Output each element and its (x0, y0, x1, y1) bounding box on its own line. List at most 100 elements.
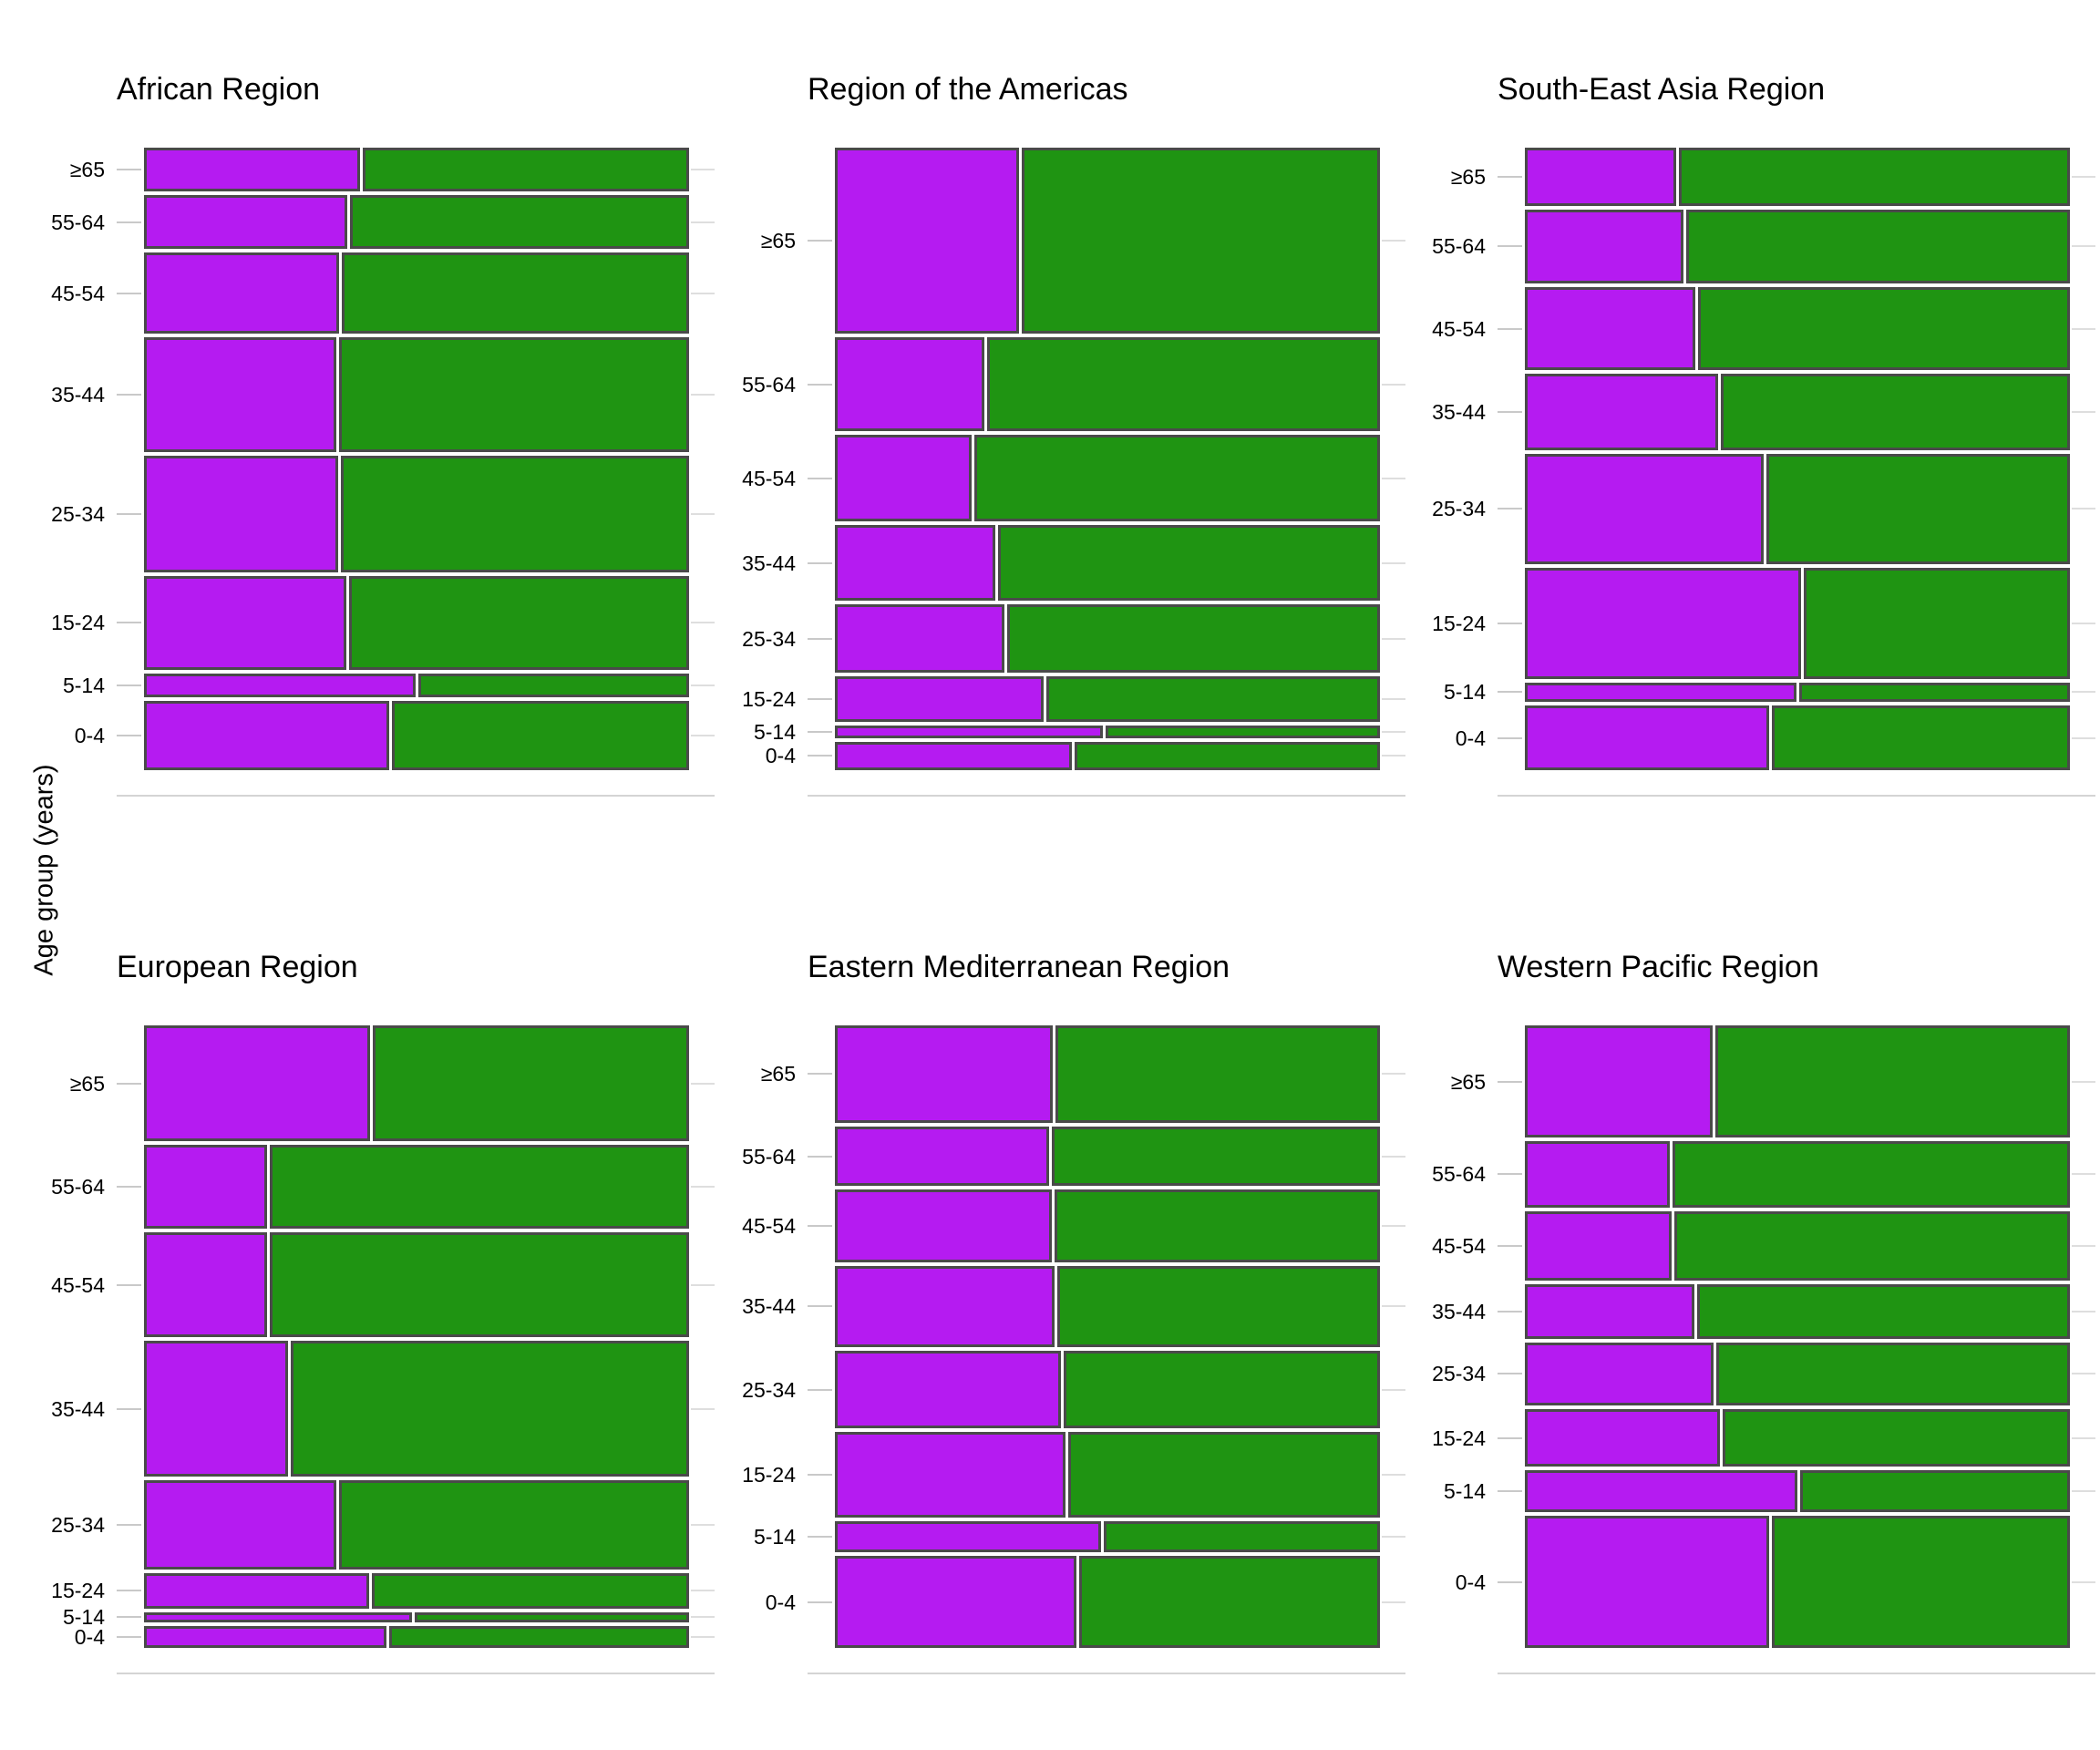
green-segment (269, 1232, 689, 1338)
y-tick (117, 622, 141, 624)
green-segment (1672, 1141, 2070, 1208)
green-segment (974, 435, 1380, 522)
purple-segment (835, 1556, 1077, 1648)
purple-segment (835, 337, 984, 432)
green-segment (389, 1625, 689, 1648)
gridline-stub (691, 1082, 715, 1085)
purple-segment (1525, 148, 1676, 207)
green-segment (1105, 725, 1380, 738)
green-segment (291, 1341, 689, 1477)
purple-segment (144, 1025, 371, 1142)
purple-segment (835, 1432, 1065, 1518)
gridline-stub (691, 1635, 715, 1638)
y-tick (117, 1082, 141, 1085)
green-segment (1007, 604, 1380, 673)
purple-segment (144, 195, 347, 250)
y-tick-label: ≥65 (760, 229, 796, 253)
y-tick-label: 0-4 (74, 724, 105, 747)
y-tick-label: 35-44 (742, 1294, 796, 1319)
y-tick-label: 45-54 (1432, 1233, 1486, 1258)
purple-segment (1525, 705, 1769, 770)
purple-segment (1525, 453, 1765, 564)
y-tick (808, 1601, 832, 1603)
gridline-stub (691, 512, 715, 515)
y-tick (1498, 1173, 1522, 1176)
green-segment (1022, 148, 1380, 335)
green-segment (1067, 1432, 1380, 1518)
green-segment (1804, 567, 2070, 679)
y-tick-label: 55-64 (742, 372, 796, 396)
y-tick (1498, 1580, 1522, 1583)
gridline-stub (691, 735, 715, 736)
gridline-stub (2072, 691, 2095, 694)
y-tick (808, 730, 832, 733)
y-tick-label: 25-34 (1432, 497, 1486, 521)
gridline-stub (2072, 1490, 2095, 1493)
gridline-stub (691, 622, 715, 624)
y-tick-label: 45-54 (51, 281, 105, 305)
gridline-stub (1382, 1073, 1405, 1076)
purple-segment (1525, 1210, 1673, 1281)
y-tick (808, 1305, 832, 1308)
panel-western-pacific-region: Western Pacific Region ≥65 55-64 45-54 35-44… (1432, 950, 2100, 1684)
axis-baseline (808, 1673, 1405, 1674)
purple-segment (144, 1341, 289, 1477)
y-tick (808, 561, 832, 564)
y-tick (1498, 691, 1522, 694)
panel-title-region-of-the-americas: Region of the Americas (808, 72, 1128, 107)
y-tick-label: 35-44 (1432, 400, 1486, 425)
purple-segment (835, 1265, 1055, 1348)
gridline-stub (2072, 622, 2095, 624)
y-tick-label: 55-64 (1432, 234, 1486, 259)
gridline-stub (2072, 245, 2095, 248)
green-segment (998, 525, 1380, 602)
gridline-stub (1382, 1388, 1405, 1391)
green-segment (1103, 1521, 1380, 1553)
gridline-stub (691, 684, 715, 686)
green-segment (1674, 1210, 2070, 1281)
gridline-stub (691, 393, 715, 396)
purple-segment (835, 1126, 1050, 1187)
y-tick-label: 0-4 (765, 1590, 796, 1614)
y-tick (808, 1073, 832, 1076)
y-tick (808, 1388, 832, 1391)
purple-segment (144, 1625, 387, 1648)
y-tick (1498, 736, 1522, 739)
gridline-stub (2072, 1580, 2095, 1583)
axis-baseline (117, 795, 715, 797)
green-segment (1075, 741, 1380, 770)
panel-eastern-mediterranean-region: Eastern Mediterranean Region ≥65 55-64 45-5… (742, 950, 1435, 1684)
y-tick (808, 1536, 832, 1539)
green-segment (348, 575, 689, 670)
green-segment (341, 252, 689, 334)
y-tick-label: 15-24 (1432, 1426, 1486, 1450)
gridline-stub (1382, 697, 1405, 700)
purple-segment (144, 1145, 268, 1230)
y-tick (117, 1283, 141, 1286)
y-tick (117, 512, 141, 515)
gridline-stub (1382, 755, 1405, 757)
gridline-stub (691, 1524, 715, 1527)
y-tick-label: 35-44 (1432, 1299, 1486, 1323)
y-tick (117, 393, 141, 396)
y-tick (1498, 1373, 1522, 1375)
y-tick (808, 697, 832, 700)
purple-segment (1525, 1283, 1695, 1340)
purple-segment (144, 673, 417, 697)
y-tick-label: ≥65 (760, 1062, 796, 1086)
purple-segment (144, 336, 337, 452)
gridline-stub (1382, 561, 1405, 564)
y-tick (1498, 1080, 1522, 1083)
green-segment (391, 701, 689, 770)
gridline-stub (691, 169, 715, 171)
axis-baseline (1498, 1673, 2095, 1674)
y-tick-label: 35-44 (51, 1396, 105, 1421)
y-tick (1498, 1310, 1522, 1312)
gridline-stub (2072, 1310, 2095, 1312)
purple-segment (1525, 1025, 1713, 1138)
purple-segment (144, 575, 346, 670)
green-segment (1715, 1025, 2070, 1138)
y-tick-label: 45-54 (51, 1272, 105, 1297)
green-segment (1063, 1351, 1380, 1429)
green-segment (414, 1611, 689, 1622)
